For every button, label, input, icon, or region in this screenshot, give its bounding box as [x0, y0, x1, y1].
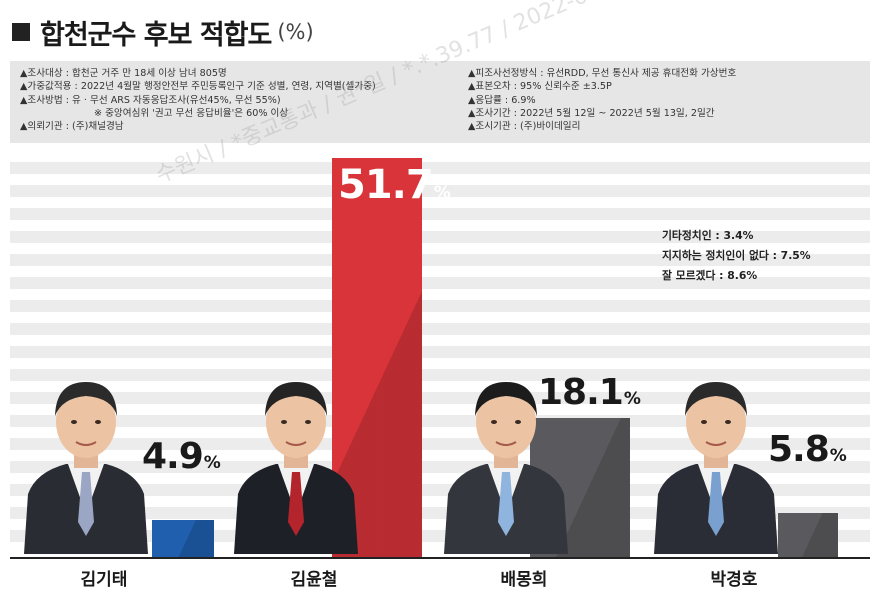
others-item-dont-know: 잘 모르겠다 : 8.6%: [662, 269, 758, 282]
bar-value-label-3: 18.1%: [538, 372, 641, 413]
candidate-photo-4: [652, 364, 780, 558]
background-stripe: [10, 254, 870, 266]
bar-value-number: 5.8: [768, 429, 830, 470]
bar-4: [778, 513, 838, 558]
survey-info-line: ▲응답률 : 6.9%: [468, 94, 536, 106]
survey-info-right: ▲피조사선정방식 : 유선RDD, 무선 통신사 제공 휴대전화 가상번호 ▲표…: [468, 67, 736, 133]
chart-title: 합천군수 후보 적합도: [40, 19, 272, 51]
bar-value-unit: %: [829, 446, 847, 466]
background-stripe: [10, 484, 870, 496]
background-stripe: [10, 300, 870, 312]
others-breakdown: 기타정치인 : 3.4% 지지하는 정치인이 없다 : 7.5% 잘 모르겠다 …: [662, 226, 811, 286]
bar-value-label-1: 4.9%: [142, 436, 221, 477]
survey-info-line: ▲표본오차 : 95% 신뢰수준 ±3.5P: [468, 81, 612, 93]
candidate-name-3: 배몽희: [500, 570, 548, 590]
background-stripe: [10, 415, 870, 427]
candidate-photo-2: [232, 364, 360, 558]
title-square-icon: [12, 23, 30, 41]
background-stripe: [10, 323, 870, 335]
candidate-name-4: 박경호: [710, 570, 758, 590]
survey-info-box: ▲조사대상 : 합천군 거주 만 18세 이상 남녀 805명 ▲가중값적용 :…: [10, 61, 870, 143]
bar-chart: 4.9% 51.7% 18.1% 5.8%: [0, 152, 878, 558]
background-stripe: [10, 208, 870, 220]
survey-info-line: ▲피조사선정방식 : 유선RDD, 무선 통신사 제공 휴대전화 가상번호: [468, 68, 737, 79]
survey-info-line: ▲가중값적용 : 2022년 4월말 행정안전부 주민등록인구 기준 성별, 연…: [20, 81, 376, 93]
background-stripe: [10, 346, 870, 358]
background-stripe: [10, 277, 870, 289]
background-stripe: [10, 369, 870, 381]
bar-value-unit: %: [623, 389, 641, 409]
background-stripe: [10, 507, 870, 519]
candidate-name-1: 김기태: [80, 570, 128, 590]
chart-baseline: [10, 557, 870, 559]
others-item-other-politician: 기타정치인 : 3.4%: [662, 229, 754, 242]
bar-1: [152, 520, 214, 558]
bar-value-number: 51.7: [338, 162, 434, 208]
background-stripe: [10, 392, 870, 404]
chart-title-row: 합천군수 후보 적합도 (%): [12, 12, 314, 52]
background-stripe: [10, 162, 870, 174]
background-stripe: [10, 231, 870, 243]
bar-value-number: 18.1: [538, 372, 624, 413]
background-stripe: [10, 461, 870, 473]
survey-info-line: ▲조사방법 : 유 · 무선 ARS 자동응답조사(유선45%, 무선 55%): [20, 94, 281, 106]
survey-info-line: ※ 중앙여심위 '권고 무선 응답비율'은 60% 이상: [94, 107, 289, 119]
survey-info-line: ▲조사대상 : 합천군 거주 만 18세 이상 남녀 805명: [20, 68, 227, 79]
survey-info-line: ▲조사기간 : 2022년 5월 12일 ~ 2022년 5월 13일, 2일간: [468, 107, 715, 119]
candidate-photo-1: [22, 364, 150, 558]
bar-value-unit: %: [433, 183, 451, 203]
background-stripe: [10, 438, 870, 450]
bar-2: [332, 158, 422, 558]
bar-value-label-2: 51.7%: [338, 162, 451, 208]
candidate-name-2: 김윤철: [290, 570, 338, 590]
candidate-photo-3: [442, 364, 570, 558]
background-stripe: [10, 185, 870, 197]
survey-info-left: ▲조사대상 : 합천군 거주 만 18세 이상 남녀 805명 ▲가중값적용 :…: [20, 67, 376, 133]
bar-value-label-4: 5.8%: [768, 429, 847, 470]
bar-value-number: 4.9: [142, 436, 204, 477]
survey-info-line: ▲의뢰기관 : (주)채널경남: [20, 121, 124, 133]
bar-value-unit: %: [203, 453, 221, 473]
others-item-no-support: 지지하는 정치인이 없다 : 7.5%: [662, 249, 811, 262]
background-stripes: [10, 162, 870, 558]
survey-info-line: ▲조시기관 : (주)바이데일리: [468, 121, 581, 133]
chart-title-unit: (%): [277, 20, 314, 44]
